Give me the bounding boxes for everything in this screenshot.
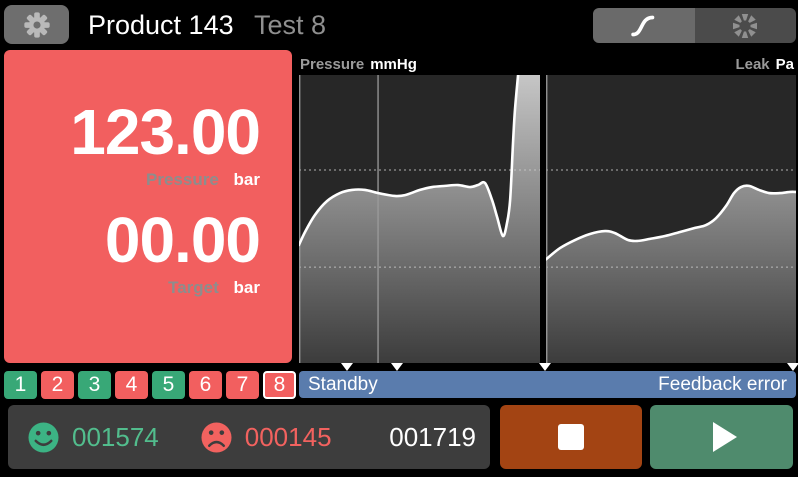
pressure-chart-unit: mmHg xyxy=(370,56,417,73)
happy-face-icon xyxy=(28,421,59,453)
event-marker xyxy=(341,363,354,371)
product-title: Product 143 xyxy=(88,10,234,40)
view-toggle xyxy=(593,8,796,43)
gear-icon xyxy=(23,11,50,38)
total-count: 001719 xyxy=(389,421,476,452)
step-chip-4[interactable]: 4 xyxy=(115,371,148,399)
step-chip-7[interactable]: 7 xyxy=(226,371,259,399)
sad-face-icon xyxy=(201,421,232,453)
counts-panel: 001574 000145 001719 xyxy=(8,405,490,469)
start-button[interactable] xyxy=(650,405,793,469)
pressure-chart-header: Pressure mmHg xyxy=(300,55,417,74)
spinner-icon xyxy=(733,13,758,38)
step-chip-8[interactable]: 8 xyxy=(263,371,296,399)
target-label-row: Target bar xyxy=(4,276,260,300)
status-right: Feedback error xyxy=(658,373,787,395)
event-marker xyxy=(390,363,403,371)
status-left: Standby xyxy=(308,373,378,395)
event-markers xyxy=(299,363,798,372)
leak-chart-title: Leak xyxy=(735,56,770,73)
step-chip-2[interactable]: 2 xyxy=(41,371,74,399)
leak-chart-unit: Pa xyxy=(775,56,794,73)
leak-chart-header: Leak Pa xyxy=(735,55,794,74)
step-chip-1[interactable]: 1 xyxy=(4,371,37,399)
pressure-value: 123.00 xyxy=(70,96,261,168)
chart-headers: Pressure mmHg Leak Pa xyxy=(300,55,794,74)
target-label: Target xyxy=(168,278,219,297)
pressure-label: Pressure xyxy=(146,170,219,189)
pass-count: 001574 xyxy=(72,421,159,452)
top-bar: Product 143 Test 8 xyxy=(0,0,798,50)
curve-view-button[interactable] xyxy=(593,8,695,43)
pressure-label-row: Pressure bar xyxy=(4,168,260,192)
curve-icon xyxy=(631,15,655,36)
pressure-unit: bar xyxy=(233,170,260,189)
step-chip-3[interactable]: 3 xyxy=(78,371,111,399)
cycle-view-button[interactable] xyxy=(694,8,796,43)
step-chip-5[interactable]: 5 xyxy=(152,371,185,399)
test-subtitle: Test 8 xyxy=(254,10,327,40)
leak-chart[interactable] xyxy=(546,75,796,363)
stop-icon xyxy=(558,424,584,450)
pressure-gauge-panel: 123.00 Pressure bar 00.00 Target bar xyxy=(4,50,292,363)
target-value: 00.00 xyxy=(104,204,261,276)
status-bar: Standby Feedback error xyxy=(299,371,796,398)
play-icon xyxy=(712,422,737,452)
settings-button[interactable] xyxy=(4,5,69,44)
fail-count: 000145 xyxy=(244,421,332,452)
event-marker xyxy=(539,363,551,371)
pressure-chart-title: Pressure xyxy=(300,56,365,73)
event-marker xyxy=(786,363,798,371)
target-unit: bar xyxy=(233,278,260,297)
pressure-chart[interactable] xyxy=(299,75,540,363)
step-chip-6[interactable]: 6 xyxy=(189,371,222,399)
charts-row xyxy=(299,75,796,363)
stop-button[interactable] xyxy=(500,405,642,469)
